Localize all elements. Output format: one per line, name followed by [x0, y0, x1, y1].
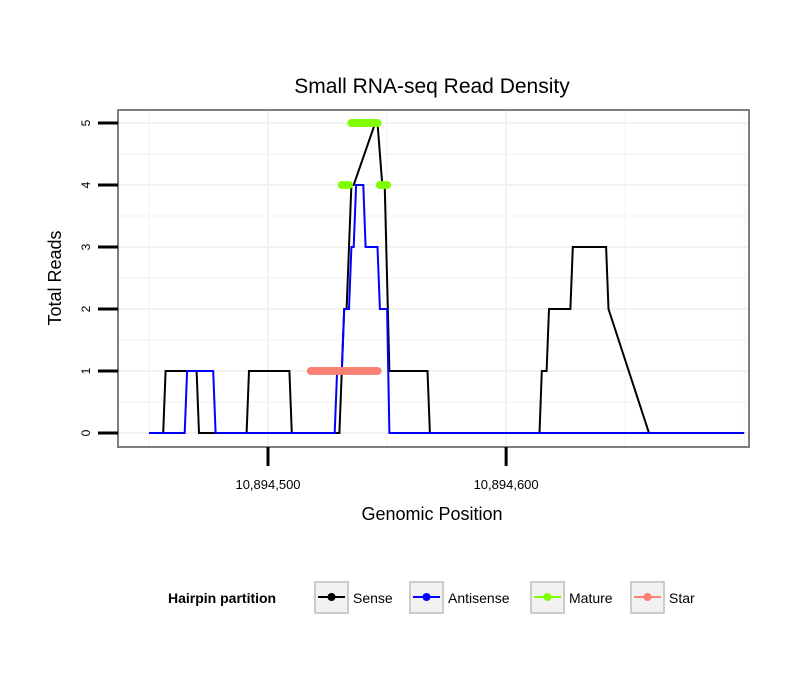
mature-point — [344, 181, 353, 189]
series-mature — [337, 119, 392, 189]
x-tick-label: 10,894,600 — [474, 477, 539, 492]
legend-label: Mature — [569, 590, 613, 606]
legend-key-point — [327, 593, 336, 601]
y-tick-label: 1 — [79, 367, 93, 374]
series-star — [306, 367, 382, 375]
legend-item-mature: Mature — [530, 581, 613, 614]
series-layer — [149, 119, 745, 434]
y-tick-label: 2 — [79, 305, 93, 312]
mature-point — [383, 181, 392, 189]
legend-title: Hairpin partition — [168, 590, 276, 606]
axis-layer: 0 1 2 3 4 5 10,894,500 10,894,600 — [79, 119, 539, 492]
star-point — [373, 367, 382, 375]
legend-label: Star — [669, 590, 695, 606]
x-tick-label: 10,894,500 — [235, 477, 300, 492]
legend-label: Antisense — [448, 590, 510, 606]
y-tick-label: 3 — [79, 243, 93, 250]
legend-item-star: Star — [630, 581, 695, 614]
mature-point — [373, 119, 382, 127]
legend: Hairpin partition Sense Antisense Mature Sta… — [168, 581, 695, 614]
y-tick-label: 4 — [79, 181, 93, 188]
legend-key-point — [643, 593, 652, 601]
plot-panel-border — [117, 109, 750, 448]
chart-title: Small RNA-seq Read Density — [294, 75, 570, 98]
y-axis-label: Total Reads — [45, 230, 65, 325]
x-axis-label: Genomic Position — [361, 504, 502, 524]
legend-key-point — [422, 593, 431, 601]
legend-item-sense: Sense — [314, 581, 393, 614]
legend-key-point — [543, 593, 552, 601]
y-tick-label: 5 — [79, 119, 93, 126]
legend-label: Sense — [353, 590, 393, 606]
y-tick-label: 0 — [79, 429, 93, 436]
legend-item-antisense: Antisense — [409, 581, 510, 614]
